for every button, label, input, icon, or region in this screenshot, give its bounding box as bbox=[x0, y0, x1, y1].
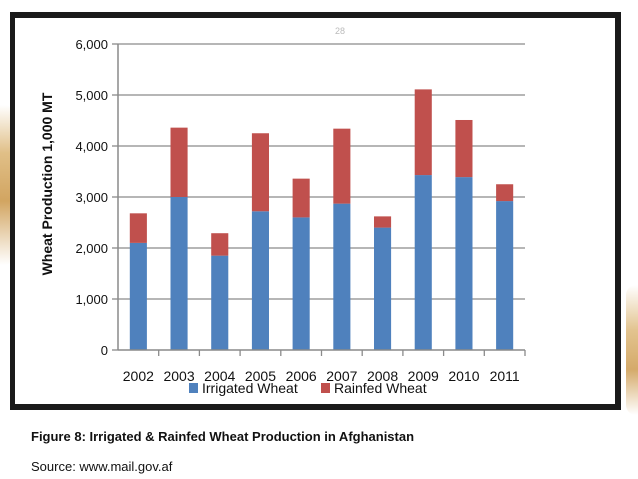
bar-irrigated-2004 bbox=[211, 255, 229, 350]
bar-irrigated-2009 bbox=[414, 175, 432, 350]
x-tick-label: 2002 bbox=[123, 368, 154, 384]
y-tick-label: 0 bbox=[101, 343, 108, 358]
legend-label-irrigated: Irrigated Wheat bbox=[202, 380, 298, 396]
x-tick-label: 2006 bbox=[286, 368, 317, 384]
bar-rainfed-2004 bbox=[211, 233, 229, 256]
figure-caption: Figure 8: Irrigated & Rainfed Wheat Prod… bbox=[31, 429, 415, 444]
y-tick-label: 6,000 bbox=[75, 37, 108, 52]
y-tick-label: 1,000 bbox=[75, 292, 108, 307]
bar-irrigated-2003 bbox=[170, 197, 188, 350]
y-tick-label: 4,000 bbox=[75, 139, 108, 154]
legend-swatch-rainfed bbox=[321, 383, 330, 393]
y-tick-label: 2,000 bbox=[75, 241, 108, 256]
bar-irrigated-2011 bbox=[496, 201, 514, 350]
x-tick-label: 2005 bbox=[245, 368, 276, 384]
bar-rainfed-2011 bbox=[496, 184, 514, 202]
legend-label-rainfed: Rainfed Wheat bbox=[334, 380, 427, 396]
chart-frame: 28 0 1,000 2,000 3,000 4,000 5,000 6,000 2002 20… bbox=[10, 12, 621, 410]
x-tick-label: 2008 bbox=[367, 368, 398, 384]
x-tick-label: 2011 bbox=[490, 368, 520, 384]
bar-rainfed-2010 bbox=[455, 119, 473, 178]
bar-rainfed-2009 bbox=[414, 89, 432, 176]
source-note: Source: www.mail.gov.af bbox=[31, 459, 173, 474]
bar-rainfed-2007 bbox=[333, 128, 351, 204]
wheat-decoration-right bbox=[626, 285, 638, 415]
page-number: 28 bbox=[335, 26, 345, 36]
bar-irrigated-2008 bbox=[374, 227, 392, 350]
bar-rainfed-2003 bbox=[170, 127, 188, 197]
bar-irrigated-2002 bbox=[129, 242, 147, 350]
bar-rainfed-2006 bbox=[292, 178, 310, 218]
legend-swatch-irrigated bbox=[189, 383, 198, 393]
bar-rainfed-2005 bbox=[251, 133, 269, 212]
x-tick-label: 2010 bbox=[448, 368, 479, 384]
y-tick-label: 5,000 bbox=[75, 88, 108, 103]
bar-rainfed-2008 bbox=[374, 216, 392, 228]
bar-irrigated-2005 bbox=[251, 211, 269, 350]
bar-irrigated-2010 bbox=[455, 177, 473, 350]
y-tick-label: 3,000 bbox=[75, 190, 108, 205]
stacked-bar-chart: 28 0 1,000 2,000 3,000 4,000 5,000 6,000 2002 20… bbox=[39, 26, 526, 396]
chart-panel: 28 0 1,000 2,000 3,000 4,000 5,000 6,000 2002 20… bbox=[15, 18, 615, 404]
x-tick-label: 2007 bbox=[326, 368, 357, 384]
x-tick-label: 2009 bbox=[408, 368, 439, 384]
bar-irrigated-2006 bbox=[292, 217, 310, 350]
x-tick-label: 2004 bbox=[204, 368, 235, 384]
bar-irrigated-2007 bbox=[333, 203, 351, 350]
bar-rainfed-2002 bbox=[129, 213, 147, 243]
y-axis-title: Wheat Production 1,000 MT bbox=[39, 92, 55, 275]
x-tick-label: 2003 bbox=[163, 368, 194, 384]
